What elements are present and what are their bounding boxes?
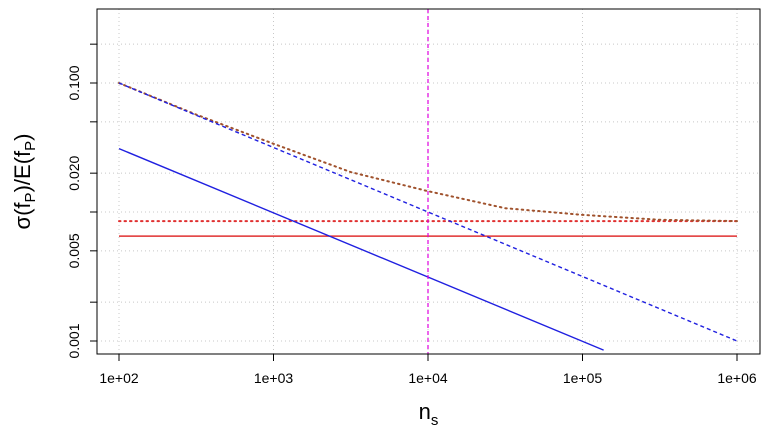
y-axis-title: σ(fP)/E(fP) <box>10 134 39 230</box>
series-line-2 <box>118 82 738 223</box>
x-axis-title-main: n <box>419 399 431 424</box>
y-axis-title-sub2: P <box>22 141 39 151</box>
y-tick-label-0: 0.001 <box>66 323 82 358</box>
x-axis: 1e+02 1e+03 1e+04 1e+05 1e+06 <box>99 353 757 386</box>
x-axis-title-sub: s <box>431 412 439 429</box>
y-axis: 0.001 0.005 0.020 0.100 <box>66 43 98 359</box>
x-tick-label-1: 1e+03 <box>254 370 294 386</box>
y-axis-title-sub1: P <box>22 192 39 202</box>
y-axis-title-pre: σ(f <box>10 202 35 230</box>
x-tick-label-2: 1e+04 <box>408 370 448 386</box>
grid <box>97 9 760 354</box>
y-axis-title-post: ) <box>10 134 35 141</box>
x-tick-label-3: 1e+05 <box>563 370 603 386</box>
x-tick-label-4: 1e+06 <box>717 370 757 386</box>
x-axis-title: ns <box>419 399 439 429</box>
y-tick-label-4: 0.020 <box>66 155 82 190</box>
x-tick-label-0: 1e+02 <box>99 370 139 386</box>
y-axis-title-mid: )/E(f <box>10 150 35 192</box>
y-tick-label-2: 0.005 <box>66 233 82 268</box>
series-line-4 <box>118 147 604 351</box>
y-tick-label-6: 0.100 <box>66 65 82 100</box>
